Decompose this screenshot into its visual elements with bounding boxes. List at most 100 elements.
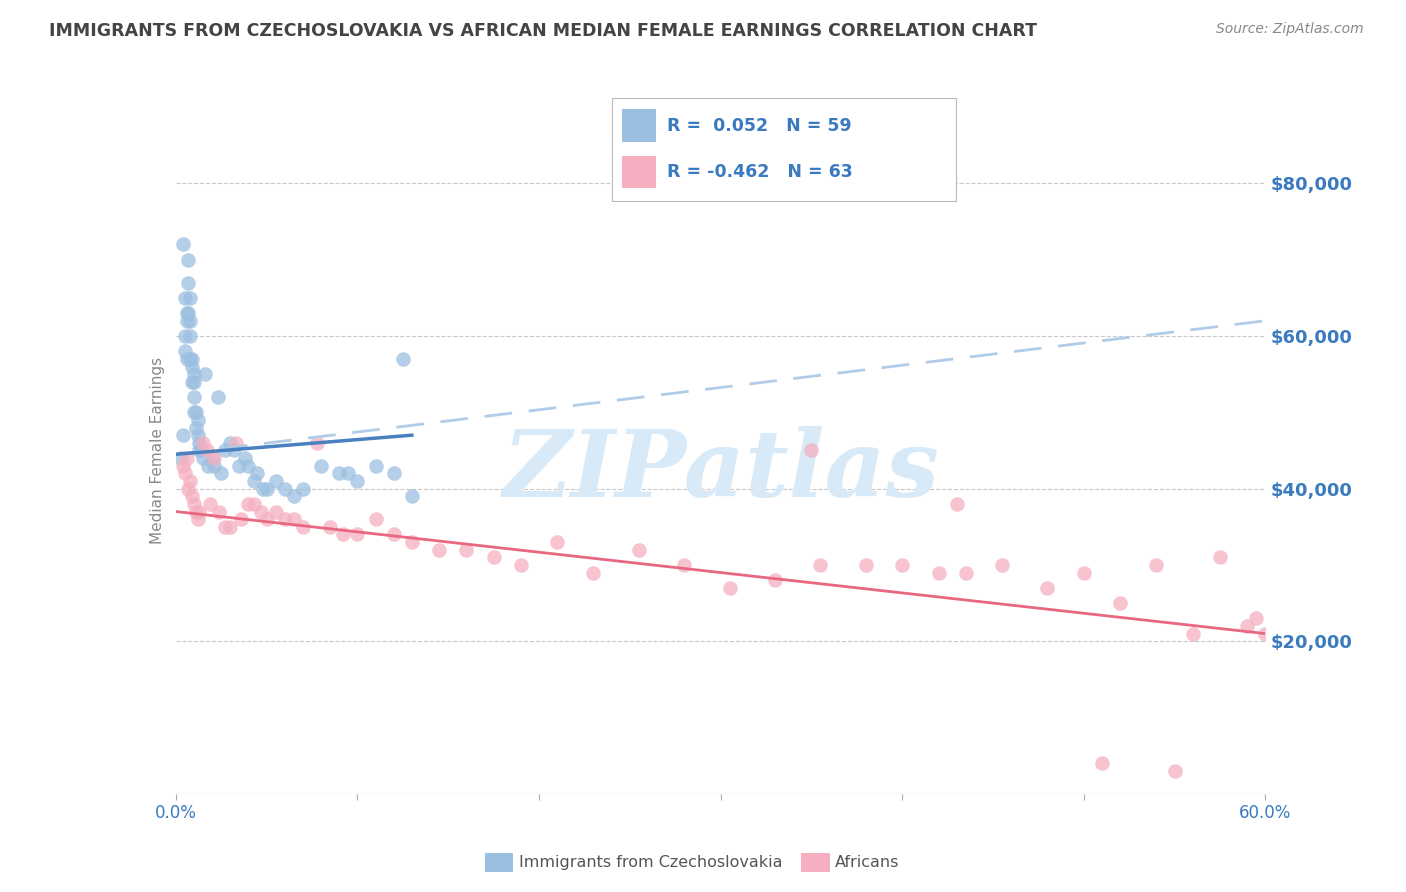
- Point: [1073, 566, 1095, 580]
- Point: [202, 458, 225, 473]
- Point: [364, 458, 387, 473]
- Point: [202, 451, 225, 466]
- Point: [810, 558, 832, 572]
- Point: [179, 314, 201, 328]
- Point: [214, 520, 236, 534]
- Point: [207, 390, 229, 404]
- Point: [243, 497, 266, 511]
- Point: [307, 435, 329, 450]
- Point: [176, 351, 198, 366]
- Point: [179, 474, 201, 488]
- Point: [200, 497, 222, 511]
- Point: [225, 435, 247, 450]
- Point: [176, 306, 198, 320]
- Point: [222, 443, 245, 458]
- Point: [246, 467, 269, 481]
- Point: [456, 542, 478, 557]
- Point: [177, 482, 200, 496]
- Point: [332, 527, 354, 541]
- Point: [582, 566, 605, 580]
- Point: [291, 482, 314, 496]
- Point: [382, 467, 405, 481]
- Point: [191, 451, 214, 466]
- Point: [337, 467, 360, 481]
- Point: [238, 458, 260, 473]
- Point: [264, 474, 287, 488]
- Point: [364, 512, 387, 526]
- Point: [181, 359, 204, 374]
- Point: [197, 458, 219, 473]
- Point: [208, 504, 231, 518]
- Point: [382, 527, 405, 541]
- Point: [184, 504, 207, 518]
- Text: ZIPatlas: ZIPatlas: [502, 426, 939, 516]
- Point: [233, 451, 256, 466]
- Point: [391, 351, 413, 366]
- Point: [274, 482, 297, 496]
- Point: [188, 443, 211, 458]
- Point: [1163, 764, 1185, 778]
- Point: [250, 504, 273, 518]
- Point: [546, 535, 568, 549]
- Point: [627, 542, 650, 557]
- Point: [1091, 756, 1114, 771]
- Point: [673, 558, 696, 572]
- Point: [188, 504, 211, 518]
- Point: [283, 489, 305, 503]
- Y-axis label: Median Female Earnings: Median Female Earnings: [149, 357, 165, 544]
- Point: [173, 329, 195, 343]
- Point: [183, 390, 205, 404]
- Point: [186, 428, 209, 442]
- Text: Africans: Africans: [835, 855, 900, 870]
- Point: [509, 558, 531, 572]
- Point: [1254, 626, 1277, 640]
- Point: [1146, 558, 1168, 572]
- Point: [183, 367, 205, 381]
- Point: [328, 467, 350, 481]
- Point: [1036, 581, 1059, 595]
- Point: [170, 451, 193, 466]
- Point: [181, 375, 204, 389]
- Point: [173, 291, 195, 305]
- Point: [928, 566, 950, 580]
- Point: [274, 512, 297, 526]
- Point: [264, 504, 287, 518]
- Text: IMMIGRANTS FROM CZECHOSLOVAKIA VS AFRICAN MEDIAN FEMALE EARNINGS CORRELATION CHA: IMMIGRANTS FROM CZECHOSLOVAKIA VS AFRICA…: [49, 22, 1038, 40]
- Point: [401, 489, 423, 503]
- Point: [219, 520, 242, 534]
- Point: [172, 428, 194, 442]
- Point: [252, 482, 274, 496]
- Point: [177, 306, 200, 320]
- Point: [309, 458, 332, 473]
- Point: [855, 558, 877, 572]
- Point: [201, 451, 224, 466]
- Point: [291, 520, 314, 534]
- Point: [172, 237, 194, 252]
- Point: [891, 558, 914, 572]
- Text: Source: ZipAtlas.com: Source: ZipAtlas.com: [1216, 22, 1364, 37]
- Point: [181, 351, 204, 366]
- Point: [945, 497, 967, 511]
- Point: [256, 482, 278, 496]
- Point: [173, 344, 195, 359]
- Point: [172, 458, 194, 473]
- Point: [427, 542, 450, 557]
- Point: [183, 497, 205, 511]
- Point: [179, 329, 201, 343]
- Point: [176, 451, 198, 466]
- Point: [188, 435, 211, 450]
- Point: [195, 443, 218, 458]
- Bar: [621, 155, 657, 188]
- Point: [800, 443, 823, 458]
- Point: [190, 443, 212, 458]
- Point: [179, 351, 201, 366]
- Point: [256, 512, 278, 526]
- Point: [179, 291, 201, 305]
- Point: [186, 413, 209, 427]
- Point: [1109, 596, 1132, 610]
- Text: R =  0.052   N = 59: R = 0.052 N = 59: [666, 117, 852, 135]
- Text: R = -0.462   N = 63: R = -0.462 N = 63: [666, 163, 852, 181]
- Point: [1246, 611, 1268, 625]
- Point: [228, 458, 250, 473]
- Point: [173, 467, 195, 481]
